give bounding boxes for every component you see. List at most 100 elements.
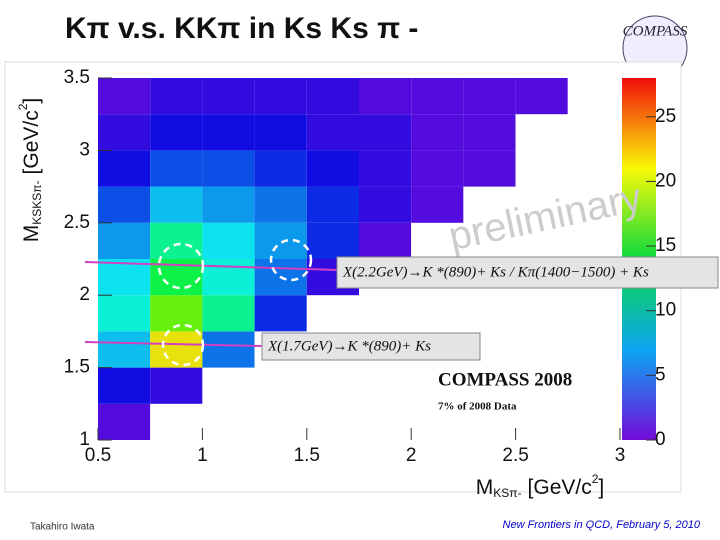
heatmap-cell (411, 222, 464, 259)
heatmap-cell (202, 259, 255, 296)
x-axis-label: MKSπ- [GeV/c2] (476, 472, 605, 500)
heatmap-cell (411, 295, 464, 332)
heatmap-cell (463, 186, 516, 223)
slide-title: Kπ v.s. KKπ in Ks Ks π - (65, 12, 418, 45)
arrow (84, 341, 263, 347)
heatmap-cell (98, 295, 151, 332)
heatmap-cell (515, 114, 568, 151)
heatmap-cell (567, 295, 620, 332)
highlight-circle (269, 238, 313, 282)
heatmap-cell (411, 403, 464, 440)
heatmap-cell (150, 114, 203, 151)
highlight-circle (161, 323, 205, 367)
heatmap-cell (463, 367, 516, 404)
heatmap-cell (567, 78, 620, 115)
heatmap-cell (98, 331, 151, 368)
heatmap-cell (202, 403, 255, 440)
heatmap-cell (463, 78, 516, 115)
heatmap-cell (515, 295, 568, 332)
colorbar-tick-label: 15 (655, 235, 676, 256)
heatmap-cell (567, 114, 620, 151)
heatmap-cell (411, 114, 464, 151)
x-tick-label: 1 (197, 445, 208, 466)
x-tick-label: 2.5 (502, 445, 528, 466)
heatmap-cell (359, 403, 412, 440)
heatmap-cell (515, 78, 568, 115)
heatmap-cell (98, 186, 151, 223)
heatmap-cell (411, 150, 464, 187)
heatmap-cell (306, 222, 359, 259)
heatmap-cell (567, 367, 620, 404)
x-label-sup: 2 (592, 472, 599, 486)
heatmap-cell (567, 186, 620, 223)
heatmap-cell (463, 150, 516, 187)
heatmap-cell (254, 295, 307, 332)
fraction-label: 7% of 2008 Data (438, 401, 517, 413)
annotation-box (261, 332, 481, 361)
heatmap-cell (359, 295, 412, 332)
annotation: X(2.2GeV)→K *(890)+ Ks / Kπ(1400−1500) +… (342, 264, 649, 280)
y-label-end: ] (20, 98, 43, 104)
colorbar-tick-label: 25 (655, 106, 676, 127)
heatmap-cell (515, 367, 568, 404)
heatmap-cell (306, 78, 359, 115)
colorbar-tick-label: 10 (655, 300, 676, 321)
heatmap-cell (98, 367, 151, 404)
footer-author: Takahiro Iwata (30, 522, 95, 533)
colorbar-tick-label: 5 (655, 364, 666, 385)
heatmap-cell (98, 403, 151, 440)
heatmap-cell (567, 403, 620, 440)
heatmap-cell (306, 403, 359, 440)
heatmap-cell (306, 150, 359, 187)
y-axis-label: MKSKSπ- [GeV/c2] (16, 98, 44, 243)
heatmap-cell (463, 114, 516, 151)
heatmap-cell (202, 222, 255, 259)
heatmap-cell (515, 331, 568, 368)
heatmap-cell (359, 222, 412, 259)
highlight-circle (157, 242, 205, 290)
y-label-unit: [GeV/c (20, 110, 43, 174)
heatmap-cell (202, 114, 255, 151)
heatmap-cell (306, 295, 359, 332)
x-tick-label: 1.5 (294, 445, 320, 466)
heatmap-cell (411, 367, 464, 404)
heatmap-cell (150, 186, 203, 223)
arrow (84, 261, 338, 271)
heatmap-cell (150, 150, 203, 187)
heatmap-cell (359, 367, 412, 404)
heatmap-cell (411, 78, 464, 115)
x-tick-label: 3 (615, 445, 626, 466)
y-tick-label: 3 (79, 139, 90, 160)
experiment-label: COMPASS 2008 (438, 369, 572, 390)
heatmap-cell (150, 78, 203, 115)
heatmap-cell (202, 295, 255, 332)
heatmap-cell (359, 150, 412, 187)
heatmap-cell (411, 186, 464, 223)
heatmap-cell (150, 222, 203, 259)
heatmap-cell (359, 114, 412, 151)
heatmap-cell (98, 259, 151, 296)
y-tick-label: 3.5 (64, 67, 90, 88)
heatmap-cell (515, 150, 568, 187)
heatmap-cell (463, 222, 516, 259)
heatmap-cell (98, 78, 151, 115)
heatmap-cell (306, 186, 359, 223)
heatmap-cell (150, 331, 203, 368)
annotation-box (336, 256, 719, 289)
heatmap-cell (202, 78, 255, 115)
y-tick-label: 1 (79, 429, 90, 450)
heatmap-cell (306, 114, 359, 151)
heatmap-cell (463, 403, 516, 440)
logo: COMPASS (623, 23, 688, 39)
heatmap-cell (98, 114, 151, 151)
heatmap-cell (202, 331, 255, 368)
heatmap-cell (515, 186, 568, 223)
x-label-sub: KSπ- (493, 486, 521, 500)
heatmap-cell (567, 150, 620, 187)
heatmap-cell (254, 186, 307, 223)
heatmap-cell (202, 186, 255, 223)
y-tick-label: 2 (79, 284, 90, 305)
heatmap-cell (202, 367, 255, 404)
